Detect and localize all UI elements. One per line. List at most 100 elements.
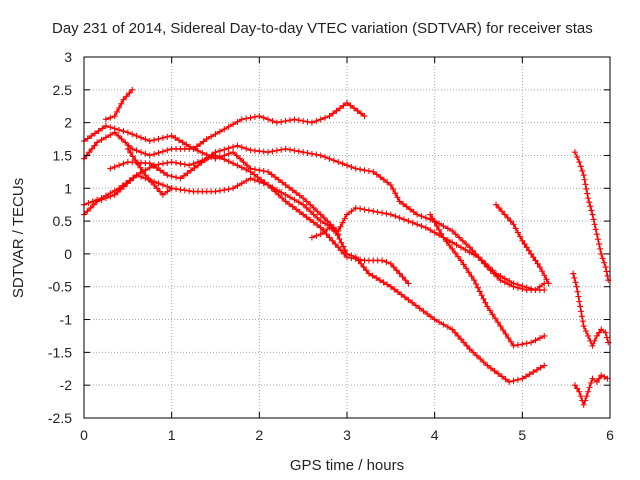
data-point	[583, 185, 590, 192]
data-point	[243, 177, 250, 184]
data-point	[525, 247, 532, 254]
data-point	[273, 147, 280, 154]
data-point	[268, 185, 275, 192]
data-point	[475, 254, 482, 261]
data-point	[330, 157, 337, 164]
data-point	[243, 115, 250, 122]
data-point	[295, 199, 302, 206]
data-point	[604, 272, 611, 279]
data-point	[275, 176, 282, 183]
data-point	[300, 201, 307, 208]
data-point	[338, 239, 345, 246]
data-point	[265, 168, 272, 175]
markers-track-k	[571, 149, 612, 284]
data-point	[260, 168, 267, 175]
data-point	[459, 237, 466, 244]
data-point	[296, 208, 303, 215]
data-point	[405, 280, 412, 287]
data-point	[504, 214, 511, 221]
data-point	[322, 114, 329, 121]
data-point	[574, 385, 581, 392]
data-point	[519, 237, 526, 244]
data-point	[107, 114, 114, 121]
data-point	[127, 177, 134, 184]
data-point	[265, 116, 272, 123]
data-point	[142, 172, 149, 179]
data-point	[159, 160, 166, 167]
data-point	[194, 162, 201, 169]
data-point	[225, 145, 232, 152]
data-point	[237, 155, 244, 162]
data-point	[400, 201, 407, 208]
data-point	[85, 200, 92, 207]
data-point	[510, 221, 517, 228]
data-point	[580, 172, 587, 179]
data-point	[399, 273, 406, 280]
data-point	[190, 160, 197, 167]
data-point	[457, 336, 464, 343]
data-point	[133, 172, 140, 179]
data-point	[409, 219, 416, 226]
data-point	[427, 211, 434, 218]
x-tick-label: 0	[80, 427, 88, 443]
data-point	[392, 190, 399, 197]
y-tick-label: -0.5	[48, 279, 72, 295]
data-point	[134, 160, 141, 167]
data-point	[494, 273, 501, 280]
data-point	[519, 341, 526, 348]
data-point	[230, 160, 237, 167]
data-point	[383, 210, 390, 217]
data-point	[94, 139, 101, 146]
data-point	[94, 198, 101, 205]
data-point	[431, 219, 438, 226]
data-point	[164, 133, 171, 140]
data-point	[159, 134, 166, 141]
data-point	[431, 316, 438, 323]
data-point	[289, 203, 296, 210]
data-point	[234, 162, 241, 169]
data-point	[424, 310, 431, 317]
data-point	[585, 332, 592, 339]
data-point	[155, 135, 162, 142]
data-point	[341, 250, 348, 257]
data-point	[593, 378, 600, 385]
data-point	[168, 173, 175, 180]
data-point	[317, 218, 324, 225]
data-point	[234, 118, 241, 125]
data-point	[313, 232, 320, 239]
data-point	[507, 218, 514, 225]
data-point	[597, 245, 604, 252]
data-point	[173, 174, 180, 181]
data-point	[314, 208, 321, 215]
data-point	[129, 86, 136, 93]
x-axis-ticks: 0 1 2 3 4 5 6	[80, 57, 614, 443]
data-point	[335, 159, 342, 166]
data-point	[588, 379, 595, 386]
data-point	[291, 147, 298, 154]
grid	[84, 57, 610, 418]
data-point	[400, 216, 407, 223]
data-point	[102, 116, 109, 123]
data-point	[194, 147, 201, 154]
data-point	[164, 172, 171, 179]
data-point	[155, 149, 162, 156]
data-point	[588, 207, 595, 214]
data-point	[123, 180, 130, 187]
data-point	[164, 159, 171, 166]
data-point	[289, 187, 296, 194]
data-point	[225, 158, 232, 165]
data-point	[278, 189, 285, 196]
data-point	[510, 283, 517, 290]
data-point	[317, 224, 324, 231]
data-point	[502, 330, 509, 337]
data-point	[201, 157, 208, 164]
data-point	[396, 214, 403, 221]
data-point	[102, 195, 109, 202]
data-point	[460, 261, 467, 268]
data-point	[594, 236, 601, 243]
data-point	[466, 346, 473, 353]
data-point	[360, 264, 367, 271]
x-tick-label: 3	[343, 427, 351, 443]
data-point	[181, 161, 188, 168]
